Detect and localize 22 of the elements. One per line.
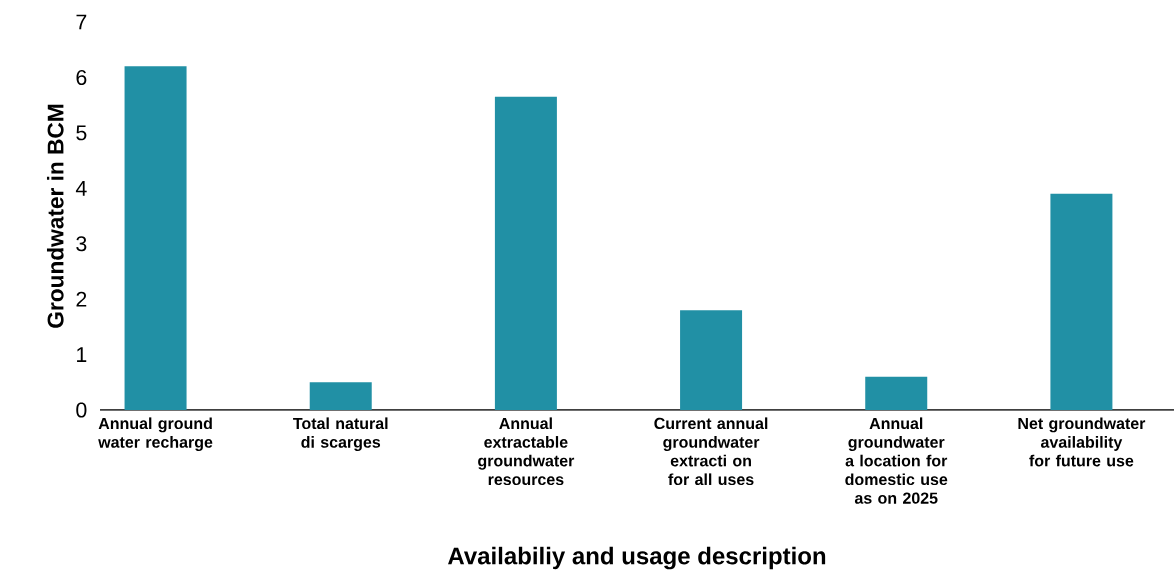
y-tick-label: 5 [76, 125, 87, 141]
y-tick-label: 1 [77, 347, 87, 362]
y-tick-label: 0 [76, 402, 87, 418]
x-tick-label: Total natural di scarges [293, 417, 388, 452]
y-tick-label: 7 [76, 14, 87, 30]
bar [309, 382, 372, 410]
bar [1050, 193, 1113, 410]
bar [124, 66, 187, 410]
bar [680, 310, 743, 410]
y-axis-title: Groundwater in BCM [46, 104, 64, 328]
bar [865, 376, 928, 410]
x-tick-label: Current annual groundwater extracti on for all uses [654, 417, 768, 486]
x-axis-title: Availabiliy and usage description [448, 546, 826, 570]
bar [494, 96, 557, 410]
y-tick-label: 2 [76, 291, 87, 307]
y-tick-label: 3 [76, 236, 87, 252]
x-tick-label: Net groundwater availability for future use [1018, 417, 1146, 467]
x-tick-label: Annual extractable groundwater resources [478, 417, 575, 486]
x-tick-label: Annual ground water recharge [98, 417, 213, 452]
y-tick-label: 4 [75, 180, 87, 196]
y-tick-label: 6 [76, 69, 87, 85]
x-tick-label: Annual groundwater a location for domestic use as on 2025 [845, 417, 948, 504]
